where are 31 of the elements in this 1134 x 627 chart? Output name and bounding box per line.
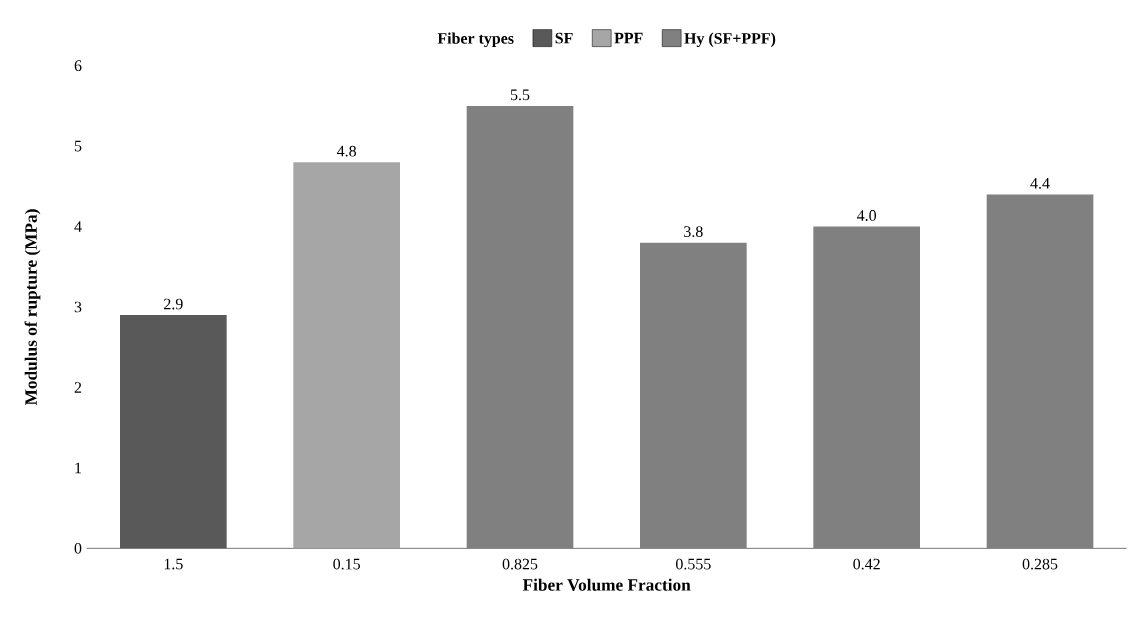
bar: [293, 162, 401, 549]
data-label: 2.9: [164, 298, 183, 310]
bar: [986, 194, 1094, 549]
bar: [120, 315, 227, 549]
x-tick-label: 0.42: [853, 558, 880, 570]
x-tick-label: 0.555: [676, 558, 711, 570]
data-label: 5.5: [510, 89, 530, 101]
legend-label: SF: [555, 32, 573, 44]
data-label: 4.8: [337, 145, 357, 157]
y-tick-label: 0: [74, 542, 82, 554]
y-tick-label: 3: [74, 301, 82, 313]
bar: [813, 226, 921, 549]
x-tick-label: 0.825: [502, 558, 538, 570]
y-axis-title: Modulus of rupture (MPa): [24, 209, 41, 406]
bar: [640, 242, 747, 549]
x-axis-title: Fiber Volume Fraction: [522, 578, 691, 591]
bar: [466, 105, 574, 549]
y-tick-label: 1: [75, 462, 82, 474]
x-tick-label: 1.5: [164, 558, 183, 570]
y-tick-label: 2: [74, 382, 82, 393]
y-tick-label: 6: [74, 60, 82, 72]
legend-label: PPF: [614, 32, 643, 44]
y-tick-label: 5: [74, 140, 82, 152]
x-tick-label: 0.15: [333, 558, 360, 570]
legend-title: Fiber types: [437, 32, 514, 48]
data-label: 3.8: [684, 226, 703, 238]
data-label: 4.4: [1030, 178, 1050, 189]
y-tick-label: 4: [74, 221, 82, 232]
data-label: 4.0: [857, 210, 877, 221]
x-tick-label: 0.285: [1022, 558, 1058, 570]
legend-label: Hy (SF+PPF): [684, 32, 776, 48]
